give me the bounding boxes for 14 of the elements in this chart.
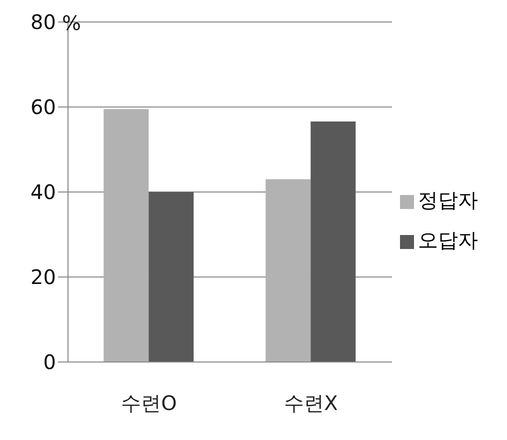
y-tick-label: 80 [30, 10, 56, 34]
bar [104, 109, 149, 362]
bar [310, 121, 356, 362]
bar [148, 192, 194, 362]
y-tick-label: 20 [30, 265, 56, 290]
y-tick-label: 40 [30, 180, 56, 204]
x-tick-label: 수련X [284, 391, 338, 416]
legend-label: 정답자 [418, 188, 478, 212]
bar [266, 179, 311, 362]
y-tick-label: 0 [43, 350, 56, 374]
legend-label: 오답자 [418, 228, 478, 252]
x-tick-label: 수련O [121, 391, 177, 416]
y-tick-label: 60 [30, 95, 56, 120]
y-axis-title: % [62, 11, 82, 36]
